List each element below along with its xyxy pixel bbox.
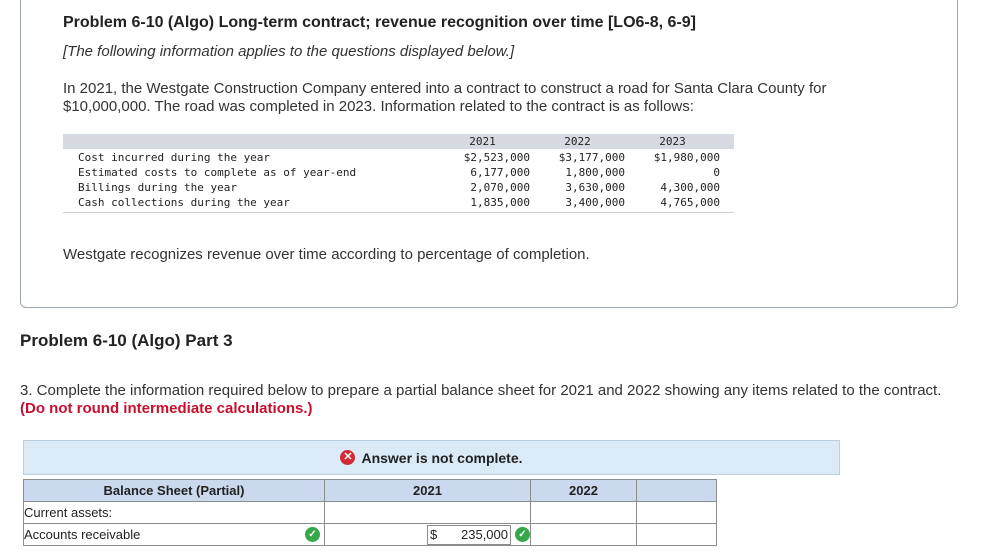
amount-input-2021[interactable]: $ 235,000 — [427, 524, 511, 545]
balance-sheet-header-row: Balance Sheet (Partial) 2021 2022 — [23, 479, 717, 502]
amount-cell-2022[interactable] — [530, 523, 637, 546]
balance-sheet-table: Balance Sheet (Partial) 2021 2022 Curren… — [23, 479, 717, 546]
check-circle-icon: ✓ — [515, 527, 530, 542]
question-body: 3. Complete the information required bel… — [20, 382, 942, 399]
amount-cell-2021[interactable]: $ 235,000 ✓ — [324, 523, 531, 546]
year-header: 2023 — [659, 135, 686, 148]
data-row-cash-collections: Cash collections during the year 1,835,0… — [63, 195, 734, 210]
column-header-2021: 2021 — [324, 479, 531, 502]
row-value: 3,630,000 — [565, 181, 625, 194]
data-row-cost-incurred: Cost incurred during the year $2,523,000… — [63, 150, 734, 165]
row-label-accounts-receivable[interactable]: Accounts receivable ✓ — [23, 523, 325, 546]
data-row-estimated-costs: Estimated costs to complete as of year-e… — [63, 165, 734, 180]
row-label-current-assets[interactable]: Current assets: — [23, 501, 325, 524]
balance-sheet-header: Balance Sheet (Partial) — [23, 479, 325, 502]
data-row-billings: Billings during the year 2,070,000 3,630… — [63, 180, 734, 195]
column-header-2022: 2022 — [530, 479, 637, 502]
answer-status-text: Answer is not complete. — [361, 449, 523, 466]
row-label: Estimated costs to complete as of year-e… — [78, 166, 357, 179]
amount-cell-blank[interactable] — [636, 501, 717, 524]
row-value: $1,980,000 — [653, 151, 720, 164]
amount-cell-blank[interactable] — [636, 523, 717, 546]
year-header: 2022 — [564, 135, 591, 148]
row-value: 1,800,000 — [565, 166, 625, 179]
table-row: Accounts receivable ✓ $ 235,000 ✓ — [23, 523, 717, 546]
check-circle-icon: ✓ — [305, 527, 320, 542]
row-value: 6,177,000 — [470, 166, 530, 179]
currency-symbol: $ — [430, 527, 438, 542]
row-label: Cost incurred during the year — [78, 151, 271, 164]
answer-status-banner: ✕ Answer is not complete. — [23, 440, 840, 475]
problem-info-box — [20, 0, 958, 308]
rounding-note: (Do not round intermediate calculations.… — [20, 400, 313, 417]
applies-note: [The following information applies to th… — [63, 43, 515, 60]
row-value: $2,523,000 — [463, 151, 530, 164]
table-divider — [63, 212, 734, 213]
row-value: 1,835,000 — [470, 196, 530, 209]
column-header-blank — [636, 479, 717, 502]
problem-title: Problem 6-10 (Algo) Long-term contract; … — [63, 14, 696, 31]
problem-intro: In 2021, the Westgate Construction Compa… — [63, 80, 827, 115]
row-value: 2,070,000 — [470, 181, 530, 194]
row-label-text: Accounts receivable — [24, 527, 141, 542]
part-title: Problem 6-10 (Algo) Part 3 — [20, 331, 233, 350]
x-circle-icon: ✕ — [340, 450, 356, 465]
year-header: 2021 — [469, 135, 496, 148]
amount-cell-2022[interactable] — [530, 501, 637, 524]
method-statement: Westgate recognizes revenue over time ac… — [63, 246, 590, 263]
table-row: Current assets: — [23, 501, 717, 524]
row-value: 4,300,000 — [660, 181, 720, 194]
row-value: 3,400,000 — [565, 196, 625, 209]
row-value: 0 — [713, 166, 720, 179]
row-label: Billings during the year — [78, 181, 237, 194]
row-label: Cash collections during the year — [78, 196, 290, 209]
year-header-row: 2021 2022 2023 — [63, 134, 734, 149]
contract-data-table: 2021 2022 2023 Cost incurred during the … — [63, 134, 734, 213]
question-text: 3. Complete the information required bel… — [20, 382, 950, 418]
row-value: $3,177,000 — [558, 151, 625, 164]
row-value: 4,765,000 — [660, 196, 720, 209]
amount-value: 235,000 — [461, 527, 508, 542]
amount-cell-2021[interactable] — [324, 501, 531, 524]
